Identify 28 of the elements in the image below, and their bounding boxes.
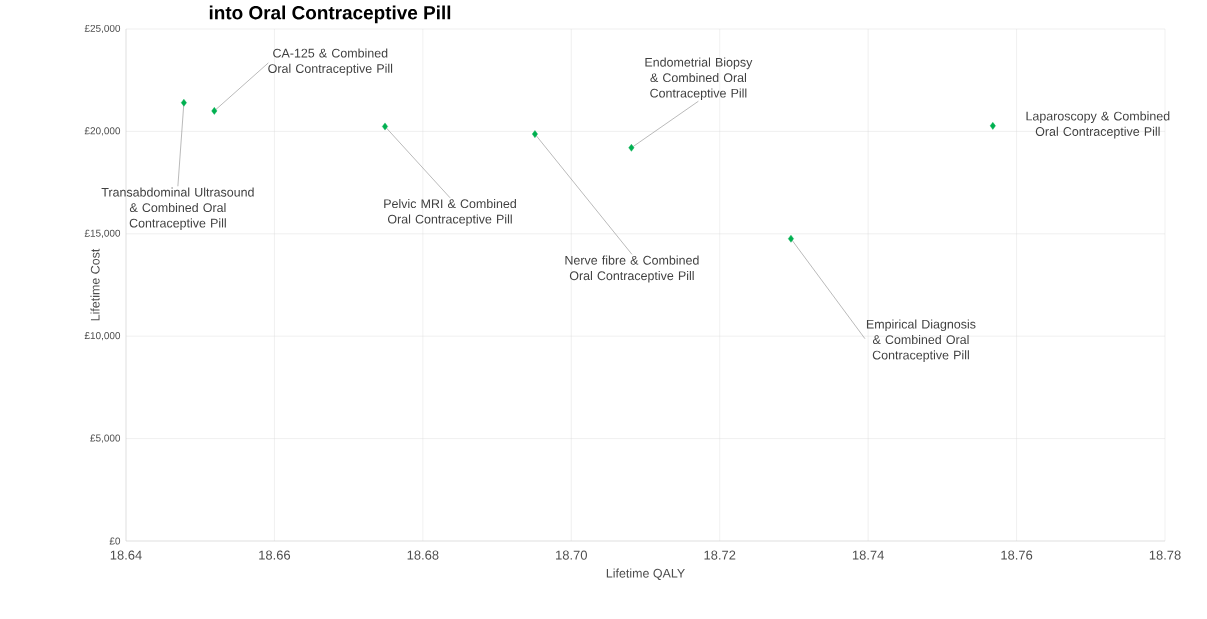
point (989, 122, 996, 130)
point (532, 130, 538, 138)
x-tick-label: 18.72 (704, 550, 736, 560)
x-tick-label: 18.78 (1149, 550, 1181, 560)
annotation: CA-125 & Combined Oral Contraceptive Pill (268, 48, 393, 76)
x-tick-label: 18.70 (556, 550, 587, 560)
annotation: Transabdominal Ultrasound & Combined Oral Contraceptive Pill (101, 187, 254, 230)
point (628, 143, 635, 152)
annotation: Nerve fibre & Combined Oral Contraceptive Pill (565, 255, 699, 283)
annotation: Empirical Diagnosis & Combined Oral Contraceptive Pill (866, 319, 976, 362)
x-tick-label: 18.68 (407, 550, 439, 560)
x-tick-label: 18.66 (259, 550, 291, 560)
annotation: Endometrial Biopsy & Combined Oral Contraceptive Pill (645, 57, 753, 101)
x-tick-label: 18.64 (110, 550, 142, 560)
y-tick-label: £10,000 (84, 332, 121, 341)
chart-title: into Oral Contraceptive Pill (209, 5, 451, 24)
y-axis-title: Lifetime Cost (90, 248, 100, 321)
annotation: Laparoscopy & Combined Oral Contraceptive Pill (1026, 111, 1170, 139)
x-tick-label: 18.74 (852, 550, 884, 560)
annotation: Pelvic MRI & Combined Oral Contraceptive Pill (384, 198, 516, 226)
y-tick-label: £15,000 (84, 229, 121, 238)
point (211, 107, 218, 115)
x-axis-title: Lifetime QALY (606, 568, 685, 580)
y-tick-label: £25,000 (84, 24, 121, 34)
y-tick-label: £5,000 (90, 434, 121, 443)
y-tick-label: £20,000 (84, 127, 121, 136)
y-tick-label: £0 (109, 537, 121, 545)
x-tick-label: 18.76 (1001, 550, 1033, 560)
